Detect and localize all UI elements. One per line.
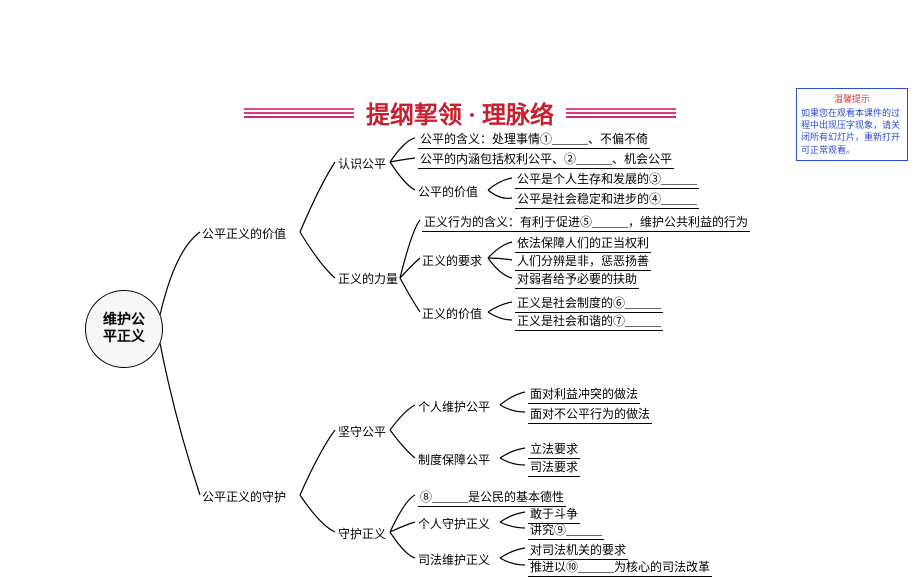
leaf: 正义是社会制度的⑥______	[515, 294, 663, 313]
leaf: 公平是社会稳定和进步的④______	[515, 190, 699, 209]
node-zyjz2: 正义的价值	[422, 305, 482, 322]
node-renshi: 认识公平	[338, 155, 386, 172]
page-title: 提纲挈领 · 理脉络	[0, 95, 920, 130]
node-zyll: 正义的力量	[338, 270, 398, 287]
leaf: 正义是社会和谐的⑦______	[515, 312, 663, 331]
node-grsh: 个人守护正义	[418, 515, 490, 532]
leaf: 立法要求	[528, 440, 580, 459]
node-shzy: 守护正义	[338, 525, 386, 542]
title-text: 提纲挈领 · 理脉络	[366, 95, 554, 130]
leaf: 推进以⑩______为核心的司法改革	[528, 558, 712, 577]
hint-body: 如果您在观看本课件的过程中出现压字现象，请关闭所有幻灯片，重新打开可正常观看。	[801, 107, 903, 156]
node-zdbz: 制度保障公平	[418, 451, 490, 468]
node-guard: 公平正义的守护	[202, 488, 286, 505]
leaf: 依法保障人们的正当权利	[515, 234, 651, 253]
title-right-lines	[566, 108, 676, 118]
leaf: 对弱者给予必要的扶助	[515, 270, 639, 289]
node-jsgp: 坚守公平	[338, 423, 386, 440]
leaf: 公平的内涵包括权利公平、②______、机会公平	[418, 150, 674, 169]
node-sfwh: 司法维护正义	[418, 551, 490, 568]
leaf: 面对利益冲突的做法	[528, 385, 640, 404]
root-node: 维护公 平正义	[85, 290, 163, 368]
hint-box: 温馨提示 如果您在观看本课件的过程中出现压字现象，请关闭所有幻灯片，重新打开可正…	[796, 88, 908, 161]
leaf: 公平是个人生存和发展的③______	[515, 170, 699, 189]
node-gpjz: 公平的价值	[418, 183, 478, 200]
leaf: 讲究⑨______	[528, 521, 604, 540]
leaf: 公平的含义：处理事情①______、不偏不倚	[418, 130, 650, 149]
leaf: 人们分辨是非，惩恶扬善	[515, 252, 651, 271]
leaf: 司法要求	[528, 458, 580, 477]
leaf: 面对不公平行为的做法	[528, 405, 652, 424]
node-grwh: 个人维护公平	[418, 398, 490, 415]
leaf: 正义行为的含义：有利于促进⑤______，维护公共利益的行为	[422, 213, 750, 232]
node-zyyq: 正义的要求	[422, 252, 482, 269]
hint-title: 温馨提示	[801, 93, 903, 105]
node-value: 公平正义的价值	[202, 225, 286, 242]
title-left-lines	[244, 108, 354, 118]
